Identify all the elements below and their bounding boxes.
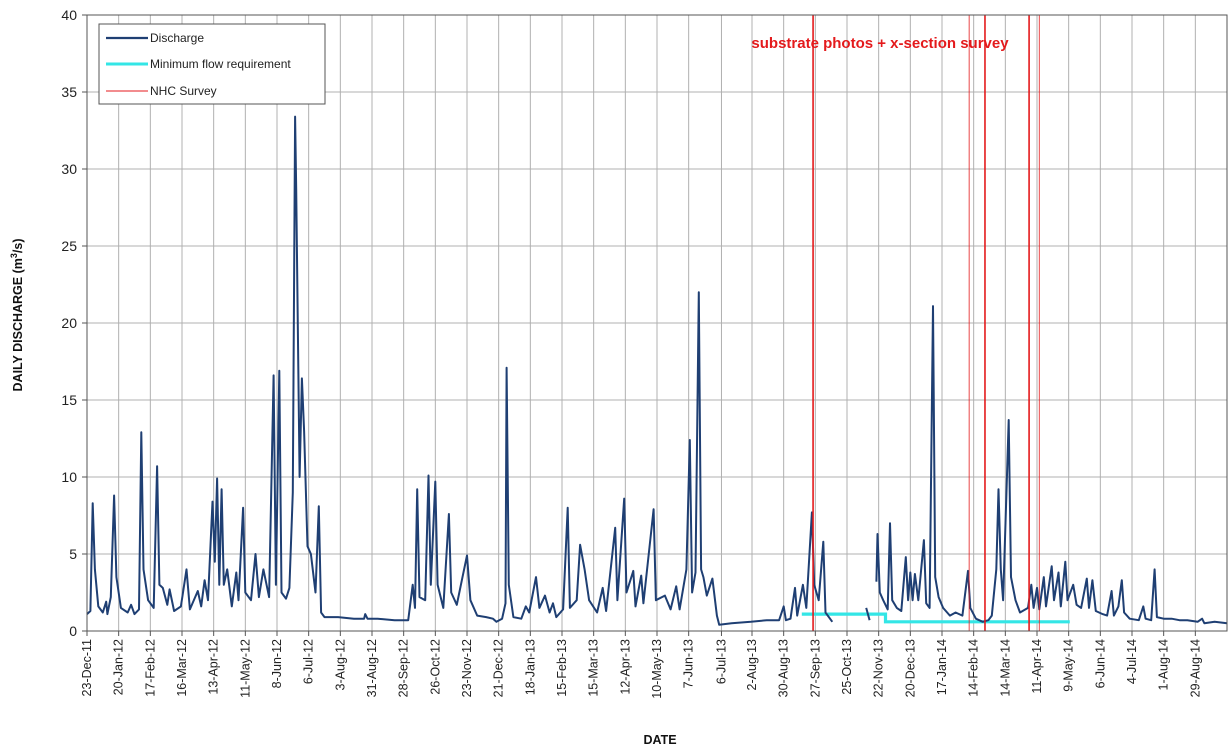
x-tick-label: 12-Apr-13 [618, 639, 632, 695]
discharge-layer [86, 115, 1228, 626]
x-tick-label: 23-Nov-12 [460, 639, 474, 697]
y-tick-label: 20 [61, 315, 77, 331]
x-tick-label: 22-Nov-13 [872, 639, 886, 697]
y-tick-label: 30 [61, 161, 77, 177]
discharge-line-segment [875, 305, 1228, 625]
discharge-line-segment [865, 607, 871, 621]
x-tick-label: 20-Dec-13 [903, 639, 917, 697]
x-tick-label: 31-Aug-12 [365, 639, 379, 697]
x-tick-label: 13-Apr-12 [207, 639, 221, 695]
x-tick-label: 15-Feb-13 [555, 639, 569, 697]
y-tick-label: 5 [69, 546, 77, 562]
y-tick-label: 40 [61, 7, 77, 23]
x-tick-label: 3-Aug-12 [333, 639, 347, 690]
x-tick-label: 11-May-12 [238, 639, 252, 698]
x-tick-label: 11-Apr-14 [1030, 639, 1044, 694]
grid-lines [87, 15, 1227, 631]
x-tick-label: 17-Jan-14 [935, 639, 949, 695]
x-tick-label: 27-Sep-13 [808, 639, 822, 697]
x-tick-label: 14-Mar-14 [998, 639, 1012, 697]
x-tick-label: 14-Feb-14 [967, 639, 981, 697]
minimum-flow-line [801, 612, 1070, 624]
x-tick-label: 17-Feb-12 [143, 639, 157, 697]
x-tick-label: 6-Jul-12 [302, 639, 316, 684]
x-tick-label: 6-Jun-14 [1093, 639, 1107, 688]
x-tick-label: 1-Aug-14 [1157, 639, 1171, 690]
x-tick-label: 25-Oct-13 [840, 639, 854, 695]
x-tick-label: 16-Mar-12 [175, 639, 189, 697]
x-tick-label: 8-Jun-12 [270, 639, 284, 688]
x-tick-label: 30-Aug-13 [777, 639, 791, 697]
x-tick-label: 21-Dec-12 [492, 639, 506, 697]
y-tick-label: 10 [61, 469, 77, 485]
y-axis-ticks: 0 5 10 15 20 25 30 35 40 [61, 7, 87, 639]
x-tick-label: 2-Aug-13 [745, 639, 759, 690]
x-tick-label: 15-Mar-13 [587, 639, 601, 697]
x-tick-label: 10-May-13 [650, 639, 664, 699]
legend-minflow-label: Minimum flow requirement [150, 57, 291, 71]
x-tick-label: 7-Jun-13 [682, 639, 696, 688]
x-tick-label: 9-May-14 [1062, 639, 1076, 692]
x-axis-title: DATE [643, 733, 676, 747]
x-tick-label: 23-Dec-11 [80, 639, 94, 696]
y-tick-label: 35 [61, 84, 77, 100]
x-tick-label: 18-Jan-13 [523, 639, 537, 695]
discharge-line [86, 115, 834, 626]
legend-survey-label: NHC Survey [150, 84, 217, 98]
x-tick-label: 20-Jan-12 [112, 639, 126, 695]
y-tick-label: 0 [69, 623, 77, 639]
legend-discharge-label: Discharge [150, 31, 204, 45]
legend: Discharge Minimum flow requirement NHC S… [98, 23, 326, 105]
survey-layer [812, 15, 1040, 631]
survey-annotation: substrate photos + x-section survey [751, 35, 1009, 52]
min-flow-layer [801, 612, 1070, 624]
x-tick-label: 28-Sep-12 [397, 639, 411, 697]
y-tick-label: 15 [61, 392, 77, 408]
y-axis-title: DAILY DISCHARGE (m3/s) [9, 239, 25, 392]
x-tick-label: 29-Aug-14 [1188, 639, 1202, 697]
x-tick-label: 4-Jul-14 [1125, 639, 1139, 684]
x-axis-ticks: 23-Dec-11 20-Jan-12 17-Feb-12 16-Mar-12 13-A… [80, 631, 1202, 699]
y-tick-label: 25 [61, 238, 77, 254]
x-tick-label: 26-Oct-12 [428, 639, 442, 695]
x-tick-label: 6-Jul-13 [714, 639, 728, 684]
